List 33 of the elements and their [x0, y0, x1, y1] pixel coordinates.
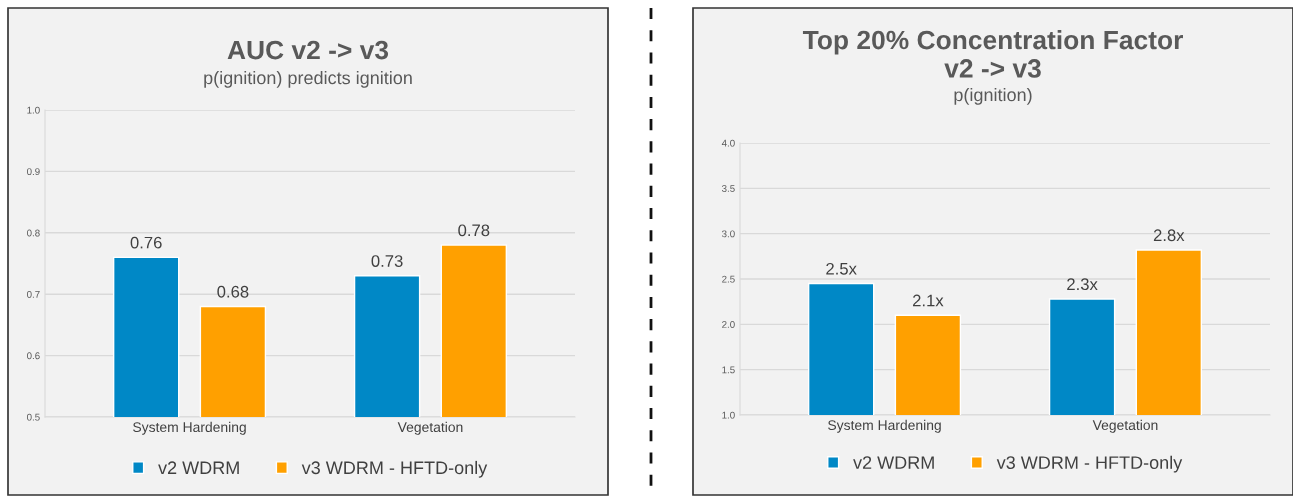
y-tick-label: 2.0 — [722, 321, 735, 328]
x-tick-label: Vegetation — [397, 421, 463, 435]
y-tick-label: 0.8 — [27, 229, 40, 237]
y-tick-label: 3.0 — [722, 230, 735, 238]
chart-subtitle: p(ignition) predicts ignition — [204, 71, 412, 88]
y-tick-label: 1.0 — [27, 106, 40, 114]
chart-subtitle: p(ignition) — [954, 88, 1032, 105]
chart-title: Top 20% Concentration Factor v2 -> v3 — [802, 30, 1183, 78]
data-label: 0.68 — [217, 285, 249, 298]
y-tick-label: 0.7 — [27, 290, 40, 298]
y-tick-label: 4.0 — [721, 139, 735, 147]
legend-label: v2 WDRM — [853, 456, 934, 469]
x-tick-label: Vegetation — [1092, 419, 1158, 433]
data-label: 2.5x — [826, 262, 857, 275]
data-label: 2.3x — [1067, 278, 1098, 291]
x-tick-label: System Hardening — [828, 419, 941, 433]
data-label: 2.1x — [913, 294, 944, 307]
x-tick-label: System Hardening — [133, 421, 246, 435]
y-tick-label: 1.0 — [722, 411, 735, 419]
legend-label: v3 WDRM - HFTD-only — [996, 455, 1183, 473]
data-label: 2.8x — [1153, 229, 1185, 242]
y-tick-label: 3.5 — [722, 185, 735, 192]
data-label: 0.73 — [371, 255, 403, 267]
chart-title: AUC v2 -> v3 — [227, 40, 389, 60]
legend-label: v3 WDRM - HFTD-only — [301, 460, 488, 478]
y-tick-label: 0.6 — [27, 352, 40, 360]
y-tick-label: 0.5 — [27, 413, 40, 421]
data-label: 0.76 — [130, 236, 162, 249]
data-label: 0.78 — [458, 224, 490, 237]
y-tick-label: 1.5 — [722, 366, 735, 374]
y-tick-label: 2.5 — [722, 275, 735, 283]
legend-label: v2 WDRM — [158, 461, 239, 474]
y-tick-label: 0.9 — [27, 168, 40, 176]
